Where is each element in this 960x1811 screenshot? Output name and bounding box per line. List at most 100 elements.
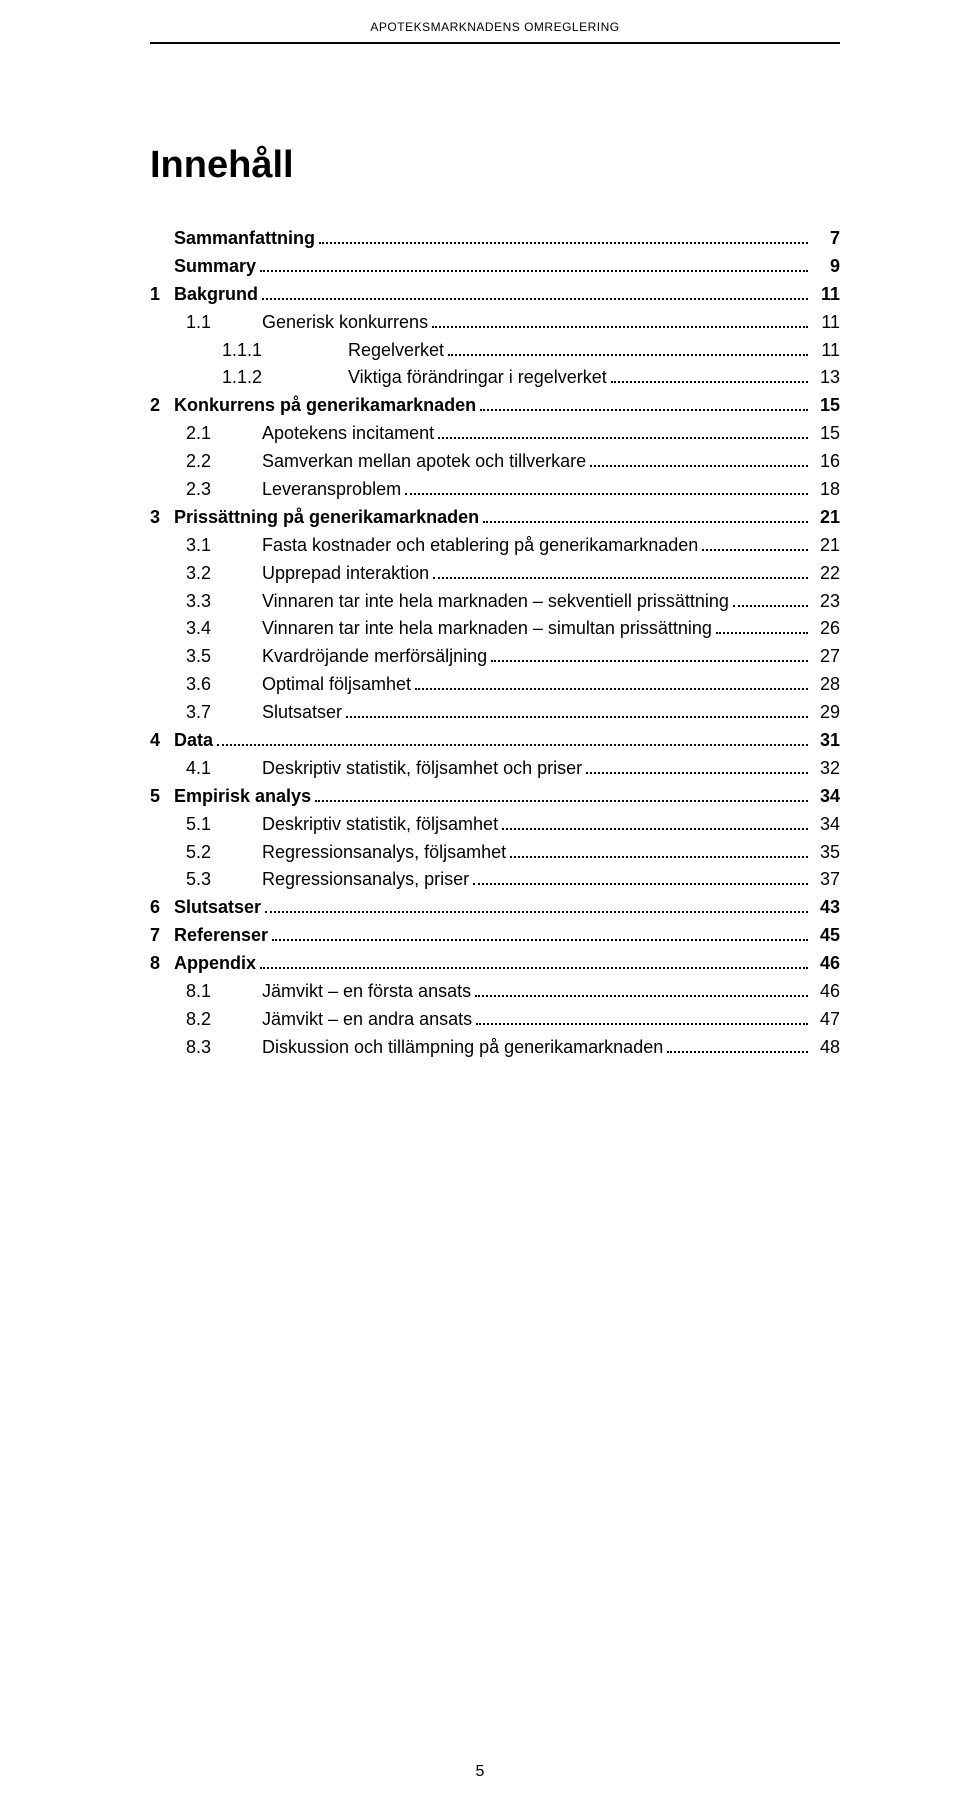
toc-number: 7	[150, 922, 174, 950]
toc-leader	[217, 730, 808, 746]
toc-leader	[448, 339, 808, 355]
toc-row: 5Empirisk analys 34	[150, 783, 840, 811]
toc-row: 8Appendix46	[150, 950, 840, 978]
running-header: APOTEKSMARKNADENS OMREGLERING	[150, 20, 840, 34]
toc-label: Sammanfattning	[174, 225, 315, 253]
toc-page: 29	[812, 699, 840, 727]
toc-leader	[483, 507, 808, 523]
toc-leader	[611, 367, 808, 383]
toc-leader	[476, 1009, 808, 1025]
toc-row: 1.1Generisk konkurrens11	[150, 309, 840, 337]
toc-number: 2.2	[150, 448, 262, 476]
toc-leader	[260, 256, 808, 272]
toc-number: 3.4	[150, 615, 262, 643]
page: APOTEKSMARKNADENS OMREGLERING Innehåll S…	[0, 0, 960, 1811]
toc-label: Appendix	[174, 950, 256, 978]
toc-number: 3.5	[150, 643, 262, 671]
toc-number: 1.1.1	[150, 337, 348, 365]
toc-row: 3.1Fasta kostnader och etablering på gen…	[150, 532, 840, 560]
toc-number: 3	[150, 504, 174, 532]
toc-leader	[433, 562, 808, 578]
toc-row: 3.6Optimal följsamhet28	[150, 671, 840, 699]
toc-leader	[262, 283, 808, 299]
toc-number: 3.7	[150, 699, 262, 727]
toc-leader	[346, 702, 808, 718]
toc-row: 3.2Upprepad interaktion22	[150, 560, 840, 588]
toc-label: Konkurrens på generikamarknaden	[174, 392, 476, 420]
toc-page: 37	[812, 866, 840, 894]
toc-row: 3.7Slutsatser 29	[150, 699, 840, 727]
toc-page: 31	[812, 727, 840, 755]
toc-page: 7	[812, 225, 840, 253]
toc-page: 46	[812, 950, 840, 978]
toc-leader	[716, 618, 808, 634]
toc-page: 23	[812, 588, 840, 616]
toc-row: 7Referenser 45	[150, 922, 840, 950]
toc-number: 1.1.2	[150, 364, 348, 392]
toc-row: 8.3Diskussion och tillämpning på generik…	[150, 1034, 840, 1062]
toc-row: 1Bakgrund11	[150, 281, 840, 309]
toc-label: Referenser	[174, 922, 268, 950]
toc-leader	[491, 646, 808, 662]
toc-label: Regressionsanalys, priser	[262, 866, 469, 894]
toc-number: 5.3	[150, 866, 262, 894]
toc-label: Slutsatser	[262, 699, 342, 727]
toc-row: 5.2Regressionsanalys, följsamhet35	[150, 839, 840, 867]
toc-label: Data	[174, 727, 213, 755]
toc-label: Samverkan mellan apotek och tillverkare	[262, 448, 586, 476]
toc-row: 3.4Vinnaren tar inte hela marknaden – si…	[150, 615, 840, 643]
toc-label: Empirisk analys	[174, 783, 311, 811]
toc-number: 1.1	[150, 309, 262, 337]
toc-leader	[475, 981, 808, 997]
toc-page: 22	[812, 560, 840, 588]
toc-leader	[586, 758, 808, 774]
toc-row: 6Slutsatser43	[150, 894, 840, 922]
toc-label: Leveransproblem	[262, 476, 401, 504]
toc-label: Fasta kostnader och etablering på generi…	[262, 532, 698, 560]
header-rule	[150, 42, 840, 44]
toc-leader	[502, 813, 808, 829]
toc-number: 6	[150, 894, 174, 922]
toc-row: Sammanfattning 7	[150, 225, 840, 253]
toc-number: 2	[150, 392, 174, 420]
toc-number: 8.1	[150, 978, 262, 1006]
toc-row: 1.1.2Viktiga förändringar i regelverket1…	[150, 364, 840, 392]
toc-label: Summary	[174, 253, 256, 281]
toc-leader	[590, 451, 808, 467]
toc-leader	[702, 534, 808, 550]
toc-row: 2.1Apotekens incitament15	[150, 420, 840, 448]
toc-page: 46	[812, 978, 840, 1006]
toc-row: 8.1Jämvikt – en första ansats 46	[150, 978, 840, 1006]
toc-page: 15	[812, 392, 840, 420]
toc-row: 4.1Deskriptiv statistik, följsamhet och …	[150, 755, 840, 783]
toc-leader	[319, 228, 808, 244]
toc-label: Vinnaren tar inte hela marknaden – sekve…	[262, 588, 729, 616]
page-number: 5	[0, 1763, 960, 1781]
toc-number: 5.1	[150, 811, 262, 839]
toc-label: Jämvikt – en andra ansats	[262, 1006, 472, 1034]
toc-row: 3Prissättning på generikamarknaden21	[150, 504, 840, 532]
toc-row: 5.3Regressionsanalys, priser 37	[150, 866, 840, 894]
toc-page: 21	[812, 504, 840, 532]
toc-leader	[265, 897, 808, 913]
toc-label: Bakgrund	[174, 281, 258, 309]
toc-number: 5.2	[150, 839, 262, 867]
toc-page: 13	[812, 364, 840, 392]
toc-page: 34	[812, 783, 840, 811]
toc-row: 2.2Samverkan mellan apotek och tillverka…	[150, 448, 840, 476]
toc-number: 5	[150, 783, 174, 811]
toc-page: 45	[812, 922, 840, 950]
toc-leader	[438, 423, 808, 439]
toc-label: Diskussion och tillämpning på generikama…	[262, 1034, 663, 1062]
toc-row: Summary9	[150, 253, 840, 281]
toc-label: Jämvikt – en första ansats	[262, 978, 471, 1006]
toc-page: 35	[812, 839, 840, 867]
toc-row: 3.5Kvardröjande merförsäljning27	[150, 643, 840, 671]
table-of-contents: Sammanfattning7Summary91Bakgrund111.1Gen…	[150, 225, 840, 1062]
toc-leader	[272, 925, 808, 941]
toc-page: 32	[812, 755, 840, 783]
toc-page: 26	[812, 615, 840, 643]
toc-leader	[315, 785, 808, 801]
toc-page: 34	[812, 811, 840, 839]
toc-number: 3.2	[150, 560, 262, 588]
